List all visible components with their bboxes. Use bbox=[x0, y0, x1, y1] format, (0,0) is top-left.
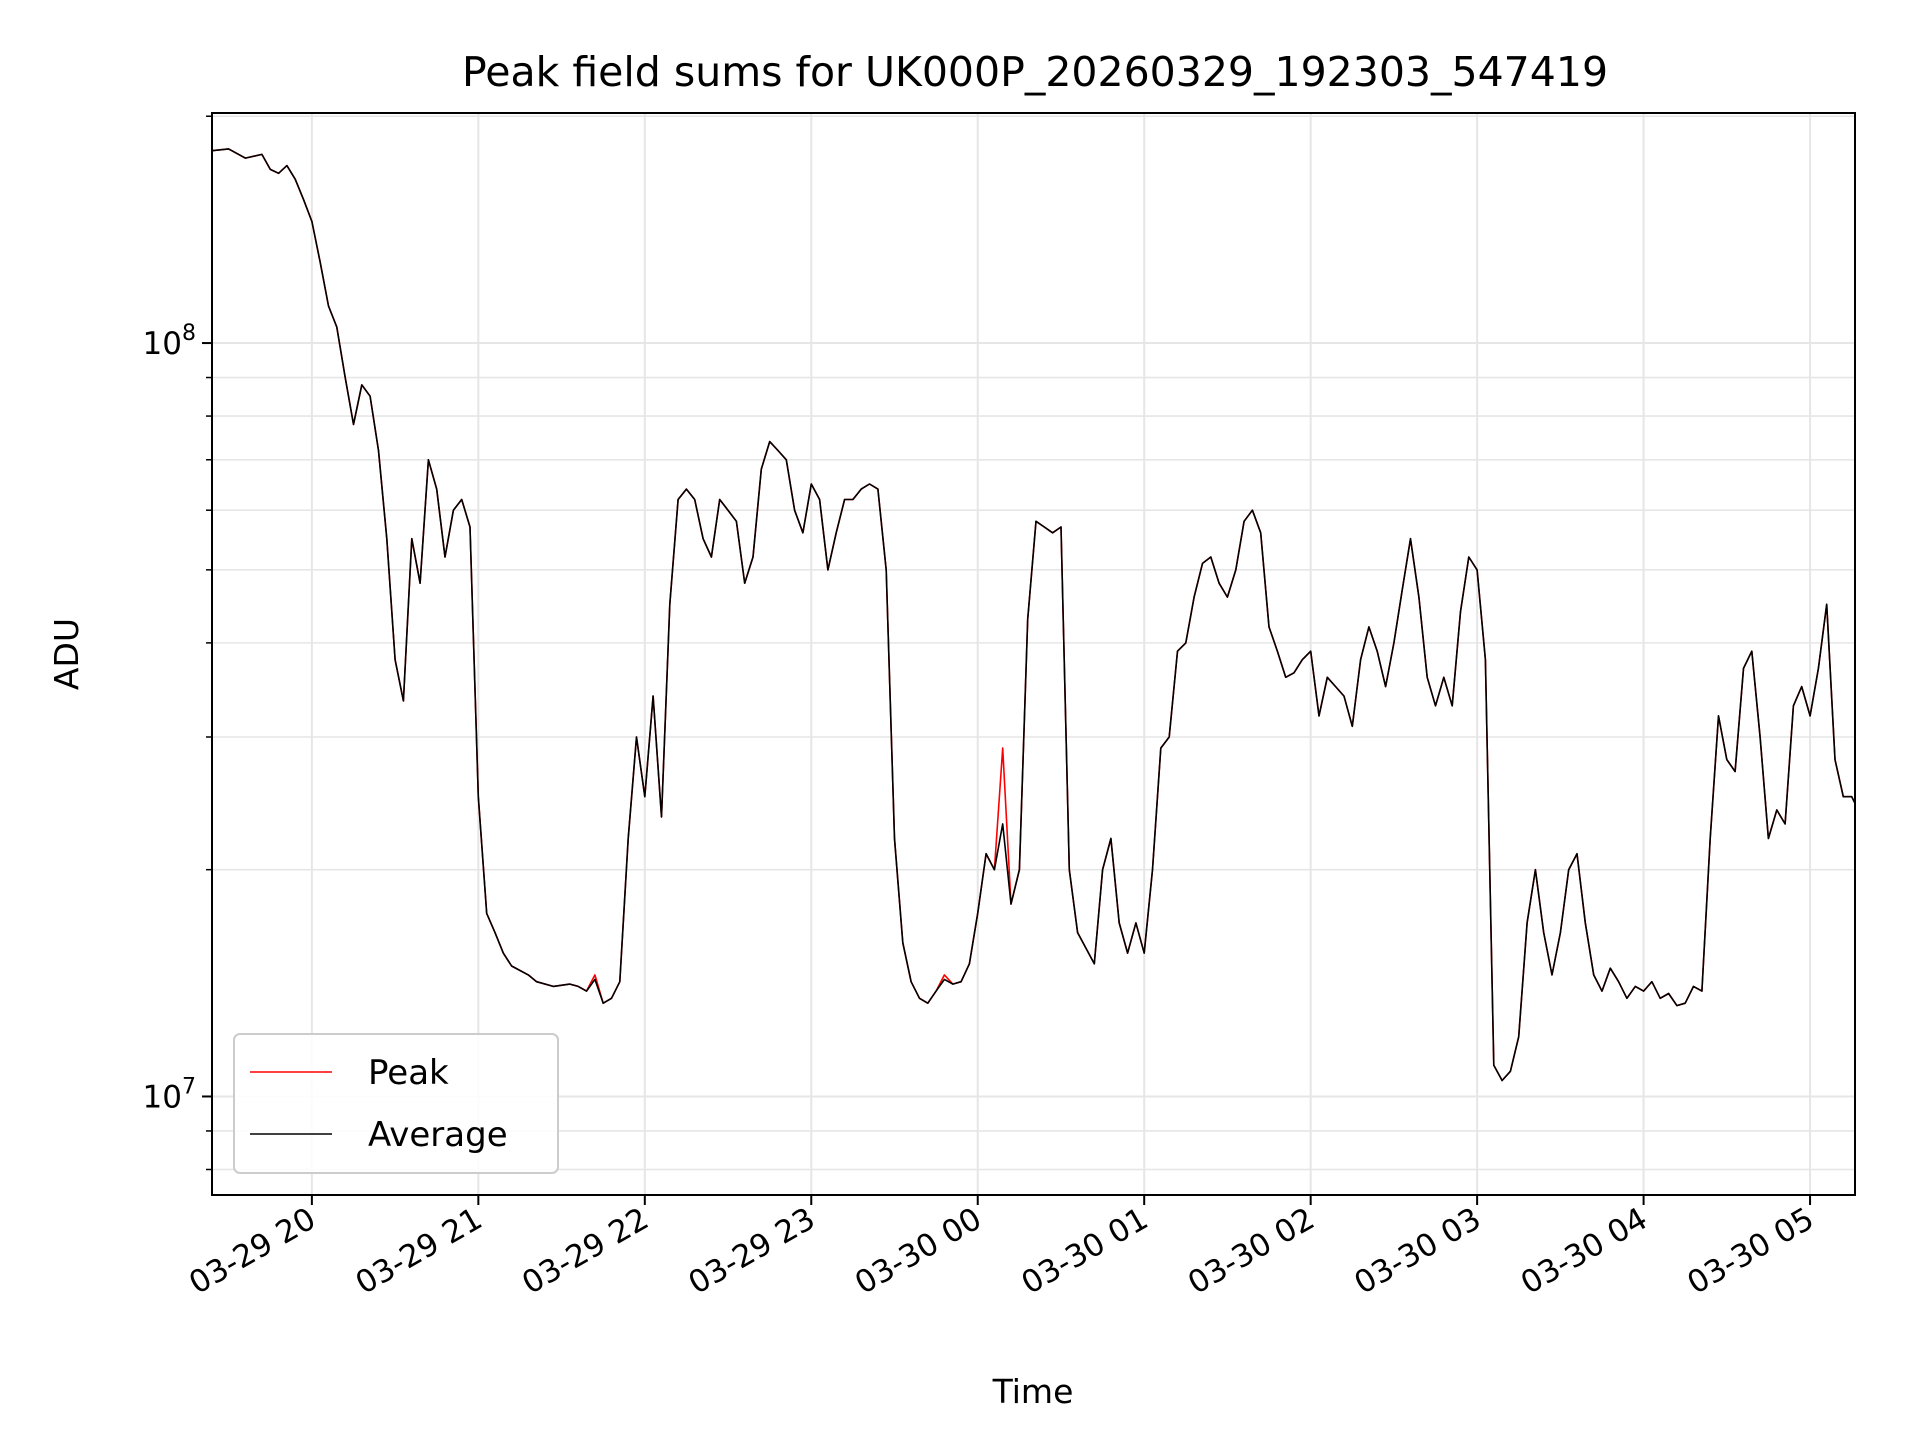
y-tick-label: 107 bbox=[143, 1074, 196, 1115]
y-tick-label: 108 bbox=[143, 321, 196, 362]
series-group bbox=[211, 148, 1856, 1082]
y-axis-ticks: 107 108 bbox=[143, 115, 212, 1171]
chart-title: Peak field sums for UK000P_20260329_1923… bbox=[462, 48, 1608, 96]
x-axis-label: Time bbox=[992, 1372, 1074, 1411]
legend-label-average: Average bbox=[368, 1115, 508, 1155]
legend-label-peak: Peak bbox=[368, 1053, 449, 1093]
plot-frame bbox=[211, 112, 1856, 1196]
series-line-average bbox=[211, 148, 1856, 1082]
legend-box bbox=[233, 1033, 559, 1174]
y-axis-label: ADU bbox=[47, 618, 86, 690]
grid bbox=[212, 113, 1855, 1195]
legend: Peak Average bbox=[233, 1033, 559, 1174]
